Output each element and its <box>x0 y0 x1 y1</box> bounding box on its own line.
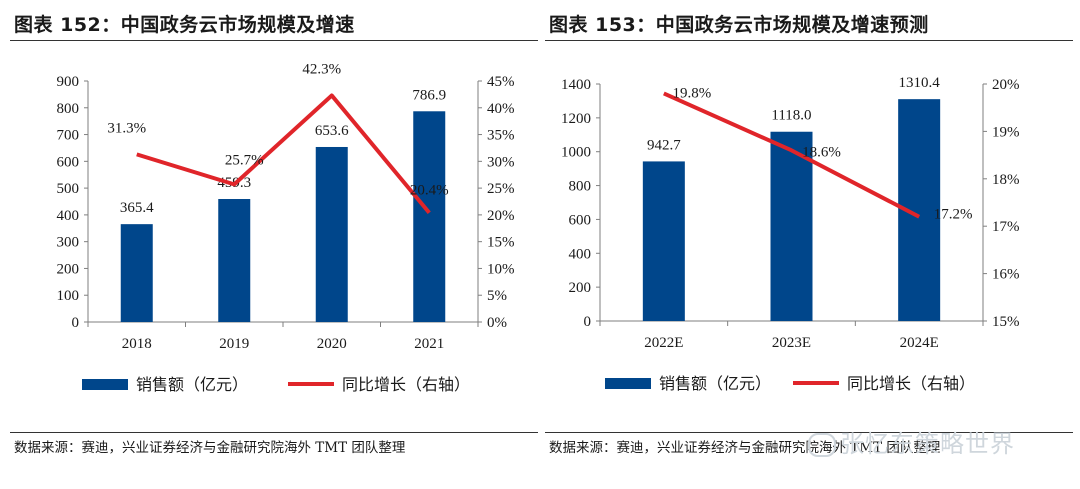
left-y-tick-label: 0 <box>584 314 592 330</box>
right-y-tick-label: 35% <box>487 128 515 144</box>
left-y-tick-label: 800 <box>57 101 80 117</box>
right-figure-title: 图表 153：中国政务云市场规模及增速预测 <box>549 14 929 36</box>
line-value-label: 20.4% <box>410 183 449 199</box>
bar-2022E <box>642 161 685 321</box>
bar-value-label: 942.7 <box>647 137 681 153</box>
right-y-tick-label: 0% <box>487 315 507 331</box>
wechat-icon <box>808 433 836 457</box>
bar-2023E <box>770 131 813 321</box>
right-y-tick-label: 16% <box>992 267 1020 283</box>
line-value-label: 17.2% <box>934 207 973 223</box>
left-y-tick-label: 300 <box>57 235 80 251</box>
bar-2020 <box>315 146 348 322</box>
growth-line <box>136 93 431 215</box>
bar-2021 <box>413 111 446 322</box>
bar-value-label: 365.4 <box>120 200 154 216</box>
right-y-tick-label: 20% <box>992 77 1020 93</box>
left-title-rule <box>10 40 538 41</box>
left-y-tick-label: 200 <box>569 280 592 296</box>
line-value-label: 18.6% <box>802 144 841 160</box>
right-y-tick-label: 30% <box>487 154 515 170</box>
right-y-tick-label: 17% <box>992 219 1020 235</box>
bar-2019 <box>218 199 251 322</box>
left-source-rule <box>10 432 538 433</box>
bar-value-label: 653.6 <box>315 123 349 139</box>
right-y-tick-label: 10% <box>487 261 515 277</box>
growth-line <box>663 91 921 219</box>
left-figure-panel: 图表 152：中国政务云市场规模及增速 0 100 200 300 400 500 600 7… <box>10 0 540 489</box>
left-y-tick-label: 500 <box>57 181 80 197</box>
left-y-tick-label: 100 <box>57 288 80 304</box>
bar-value-label: 786.9 <box>412 87 446 103</box>
left-y-tick-label: 600 <box>57 154 80 170</box>
line-value-label: 19.8% <box>672 85 711 101</box>
line-value-label: 31.3% <box>107 120 146 136</box>
right-y-tick-label: 15% <box>487 235 515 251</box>
left-y-tick-label: 400 <box>569 246 592 262</box>
legend-line-label: 同比增长（右轴） <box>342 375 470 394</box>
x-tick-label: 2020 <box>317 336 347 352</box>
right-source-note: 数据来源：赛迪，兴业证券经济与金融研究院海外 TMT 团队整理 <box>549 440 941 456</box>
left-y-tick-label: 1400 <box>561 77 591 93</box>
left-y-tick-label: 700 <box>57 128 80 144</box>
left-figure-title: 图表 152：中国政务云市场规模及增速 <box>14 14 355 36</box>
right-y-tick-label: 25% <box>487 181 515 197</box>
watermark-text: 张忆东策略世界 <box>840 430 1015 458</box>
left-y-tick-label: 1000 <box>561 145 591 161</box>
right-y-tick-label: 5% <box>487 288 507 304</box>
right-y-tick-label: 15% <box>992 314 1020 330</box>
left-y-tick-label: 0 <box>72 315 80 331</box>
left-y-tick-label: 200 <box>57 261 80 277</box>
right-chart: 0 200 400 600 800 1000 1200 1400 15% 16% 17% 18% 19%… <box>561 75 1020 393</box>
left-y-tick-label: 1200 <box>561 111 591 127</box>
right-y-tick-label: 20% <box>487 208 515 224</box>
right-source-rule <box>545 432 1073 433</box>
x-tick-label: 2024E <box>900 335 939 351</box>
x-tick-label: 2023E <box>772 335 811 351</box>
legend-line-label: 同比增长（右轴） <box>847 374 975 393</box>
x-tick-label: 2022E <box>644 335 683 351</box>
right-y-tick-label: 45% <box>487 74 515 90</box>
right-y-tick-label: 18% <box>992 172 1020 188</box>
right-y-tick-label: 19% <box>992 124 1020 140</box>
left-y-tick-label: 400 <box>57 208 80 224</box>
legend-bar-swatch <box>82 379 128 390</box>
left-y-tick-label: 600 <box>569 212 592 228</box>
bar-value-label: 1310.4 <box>899 75 941 91</box>
legend-bar-label: 销售额（亿元） <box>136 375 248 394</box>
line-value-label: 25.7% <box>225 152 264 168</box>
right-y-tick-label: 40% <box>487 101 515 117</box>
line-value-label: 42.3% <box>302 61 341 77</box>
watermark: 张忆东策略世界 <box>808 424 1015 459</box>
left-y-tick-label: 800 <box>569 179 592 195</box>
bar-2018 <box>120 224 153 322</box>
legend-bar-label: 销售额（亿元） <box>659 374 771 393</box>
x-tick-label: 2018 <box>122 336 152 352</box>
right-figure-panel: 图表 153：中国政务云市场规模及增速预测 0 200 400 600 800 1000 1… <box>545 0 1075 489</box>
bar-value-label: 1118.0 <box>771 108 811 124</box>
left-y-tick-label: 900 <box>57 74 80 90</box>
left-chart: 0 100 200 300 400 500 600 700 800 900 0% 5% 10% 15% 20… <box>57 61 515 394</box>
x-tick-label: 2019 <box>219 336 249 352</box>
x-tick-label: 2021 <box>414 336 444 352</box>
left-source-note: 数据来源：赛迪，兴业证券经济与金融研究院海外 TMT 团队整理 <box>14 440 406 456</box>
legend-bar-swatch <box>605 378 651 389</box>
right-title-rule <box>545 40 1073 41</box>
